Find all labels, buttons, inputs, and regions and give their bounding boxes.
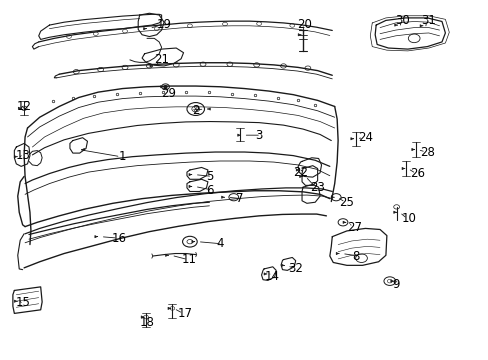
Text: 1: 1 bbox=[119, 150, 126, 163]
Text: 12: 12 bbox=[16, 100, 31, 113]
Text: 5: 5 bbox=[206, 170, 213, 183]
Text: 9: 9 bbox=[391, 278, 398, 291]
Text: 26: 26 bbox=[409, 167, 425, 180]
Text: 25: 25 bbox=[339, 196, 354, 209]
Text: 6: 6 bbox=[206, 184, 214, 197]
Text: 2: 2 bbox=[192, 104, 199, 117]
Text: 15: 15 bbox=[15, 296, 30, 309]
Text: 16: 16 bbox=[112, 231, 126, 244]
Text: 13: 13 bbox=[15, 149, 30, 162]
Text: 17: 17 bbox=[177, 307, 192, 320]
Text: 3: 3 bbox=[255, 129, 262, 142]
Text: 24: 24 bbox=[357, 131, 372, 144]
Text: 10: 10 bbox=[401, 212, 416, 225]
Text: 18: 18 bbox=[140, 316, 154, 329]
Text: 19: 19 bbox=[157, 18, 171, 31]
Circle shape bbox=[163, 86, 166, 88]
Text: 7: 7 bbox=[235, 192, 243, 205]
Text: 31: 31 bbox=[420, 14, 435, 27]
Text: 14: 14 bbox=[264, 270, 280, 283]
Text: 20: 20 bbox=[297, 18, 311, 31]
Text: 27: 27 bbox=[346, 221, 361, 234]
Text: 23: 23 bbox=[310, 181, 325, 194]
Text: 28: 28 bbox=[419, 145, 434, 158]
Text: 8: 8 bbox=[352, 249, 359, 262]
Text: 4: 4 bbox=[216, 237, 224, 250]
Text: 22: 22 bbox=[293, 166, 307, 179]
Text: 29: 29 bbox=[161, 87, 176, 100]
Text: 11: 11 bbox=[182, 253, 197, 266]
Text: 32: 32 bbox=[288, 262, 303, 275]
Text: 21: 21 bbox=[154, 53, 169, 66]
Text: 30: 30 bbox=[394, 14, 408, 27]
